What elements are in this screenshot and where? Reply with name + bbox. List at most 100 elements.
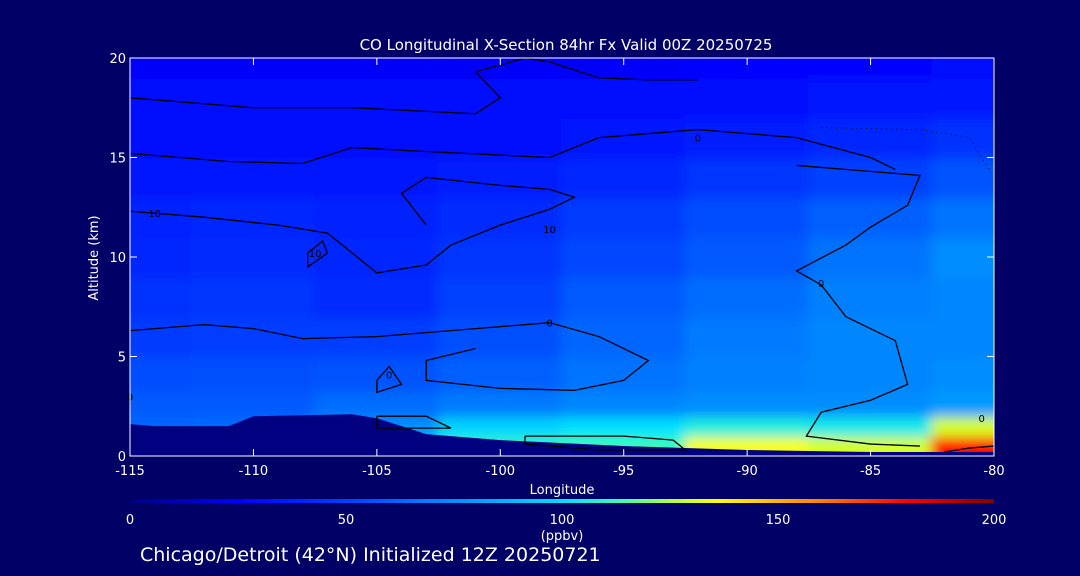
heatmap-cell <box>130 236 193 278</box>
heatmap-cell <box>561 58 687 79</box>
co-field <box>130 58 994 456</box>
heatmap-cell <box>130 315 193 358</box>
heatmap-cell <box>314 390 440 418</box>
chart-title: CO Longitudinal X-Section 84hr Fx Valid … <box>360 36 773 54</box>
heatmap-cell <box>130 156 193 199</box>
y-tick-label: 15 <box>109 152 126 167</box>
heatmap-cell <box>561 315 687 358</box>
heatmap-cell <box>190 196 317 239</box>
contour-label: 10 <box>543 225 556 236</box>
heatmap-cell <box>684 156 810 199</box>
heatmap-cell <box>190 58 317 79</box>
heatmap-cell <box>314 275 440 318</box>
heatmap-cell <box>561 76 687 119</box>
heatmap-cell <box>561 156 687 199</box>
x-tick-label: -95 <box>613 464 634 479</box>
contour-line <box>376 415 452 429</box>
heatmap-cell <box>684 196 810 239</box>
heatmap-cell <box>314 76 440 119</box>
x-tick-label: -85 <box>860 464 881 479</box>
heatmap-cell <box>931 58 994 79</box>
contour-label: 10 <box>148 209 161 220</box>
footer-caption: Chicago/Detroit (42°N) Initialized 12Z 2… <box>140 544 601 566</box>
heatmap-cell <box>314 196 440 239</box>
contour-line <box>130 176 577 274</box>
heatmap-cell <box>807 116 934 159</box>
heatmap-cell <box>684 390 810 418</box>
heatmap-cell <box>931 76 994 119</box>
heatmap-cell <box>931 355 994 393</box>
heatmap-cell <box>437 415 563 438</box>
heatmap-cell <box>684 236 810 278</box>
x-tick-label: -105 <box>362 464 392 479</box>
y-tick-label: 20 <box>109 52 126 67</box>
heatmap-cell <box>130 390 193 418</box>
heatmap-cell <box>561 390 687 418</box>
y-tick-label: 10 <box>109 251 126 266</box>
heatmap-cell <box>190 76 317 119</box>
contour-label: 0 <box>546 319 552 330</box>
heatmap-cell <box>190 275 317 318</box>
contour-label: 0 <box>695 134 701 145</box>
heatmap-cell <box>807 156 934 199</box>
heatmap-cell <box>437 236 563 278</box>
heatmap-cell <box>130 58 193 79</box>
heatmap-cell <box>437 315 563 358</box>
heatmap-cell <box>190 355 317 393</box>
y-axis: 0 5 10 15 20 <box>109 52 994 465</box>
heatmap-cell <box>190 315 317 358</box>
contour-label: 0 <box>978 414 984 425</box>
heatmap-cell <box>807 315 934 358</box>
heatmap-cell <box>314 58 440 79</box>
heatmap-cell <box>437 355 563 393</box>
x-tick-label: -100 <box>486 464 516 479</box>
contour-line <box>944 445 994 453</box>
colorbar-tick-label: 50 <box>338 513 355 528</box>
colorbar-tick-label: 150 <box>766 513 791 528</box>
heatmap-cell <box>561 236 687 278</box>
heatmap-cell <box>561 415 687 438</box>
heatmap-cell <box>437 275 563 318</box>
heatmap-cell <box>130 355 193 393</box>
heatmap-cell <box>314 236 440 278</box>
contour-line <box>307 240 329 269</box>
heatmap-cell <box>130 275 193 318</box>
x-axis-label: Longitude <box>530 483 595 498</box>
contour-label: 0 <box>386 370 392 381</box>
y-axis-label: Altitude (km) <box>87 215 102 300</box>
heatmap-cell <box>807 355 934 393</box>
colorbar-tick-label: 0 <box>126 513 134 528</box>
heatmap-cell <box>437 58 563 79</box>
heatmap-cell <box>190 236 317 278</box>
heatmap-cell <box>931 390 994 418</box>
heatmap-cell <box>807 415 934 438</box>
heatmap-cell <box>807 275 934 318</box>
heatmap-cell <box>931 236 994 278</box>
heatmap-cell <box>561 275 687 318</box>
contour-line <box>524 435 688 451</box>
heatmap-cell <box>684 415 810 438</box>
heatmap-cell <box>190 390 317 418</box>
heatmap-cell <box>684 315 810 358</box>
colorbar-unit-label: (ppbv) <box>541 529 584 544</box>
heatmap-cell <box>314 116 440 159</box>
heatmap-cell <box>807 390 934 418</box>
heatmap-cell <box>931 435 994 456</box>
heatmap-cell <box>807 58 934 79</box>
x-tick-label: -90 <box>737 464 758 479</box>
heatmap-cell <box>931 415 994 438</box>
terrain <box>130 414 994 456</box>
x-tick-label: -115 <box>115 464 145 479</box>
colorbar <box>130 499 994 503</box>
heatmap-cell <box>130 196 193 239</box>
contours <box>130 58 994 453</box>
heatmap-cell <box>684 275 810 318</box>
contour-line <box>795 164 921 447</box>
heatmap-cell <box>931 275 994 318</box>
heatmap-cell <box>684 76 810 119</box>
y-tick-label: 5 <box>118 351 126 366</box>
contour-line <box>376 365 403 394</box>
x-tick-label: -80 <box>983 464 1004 479</box>
